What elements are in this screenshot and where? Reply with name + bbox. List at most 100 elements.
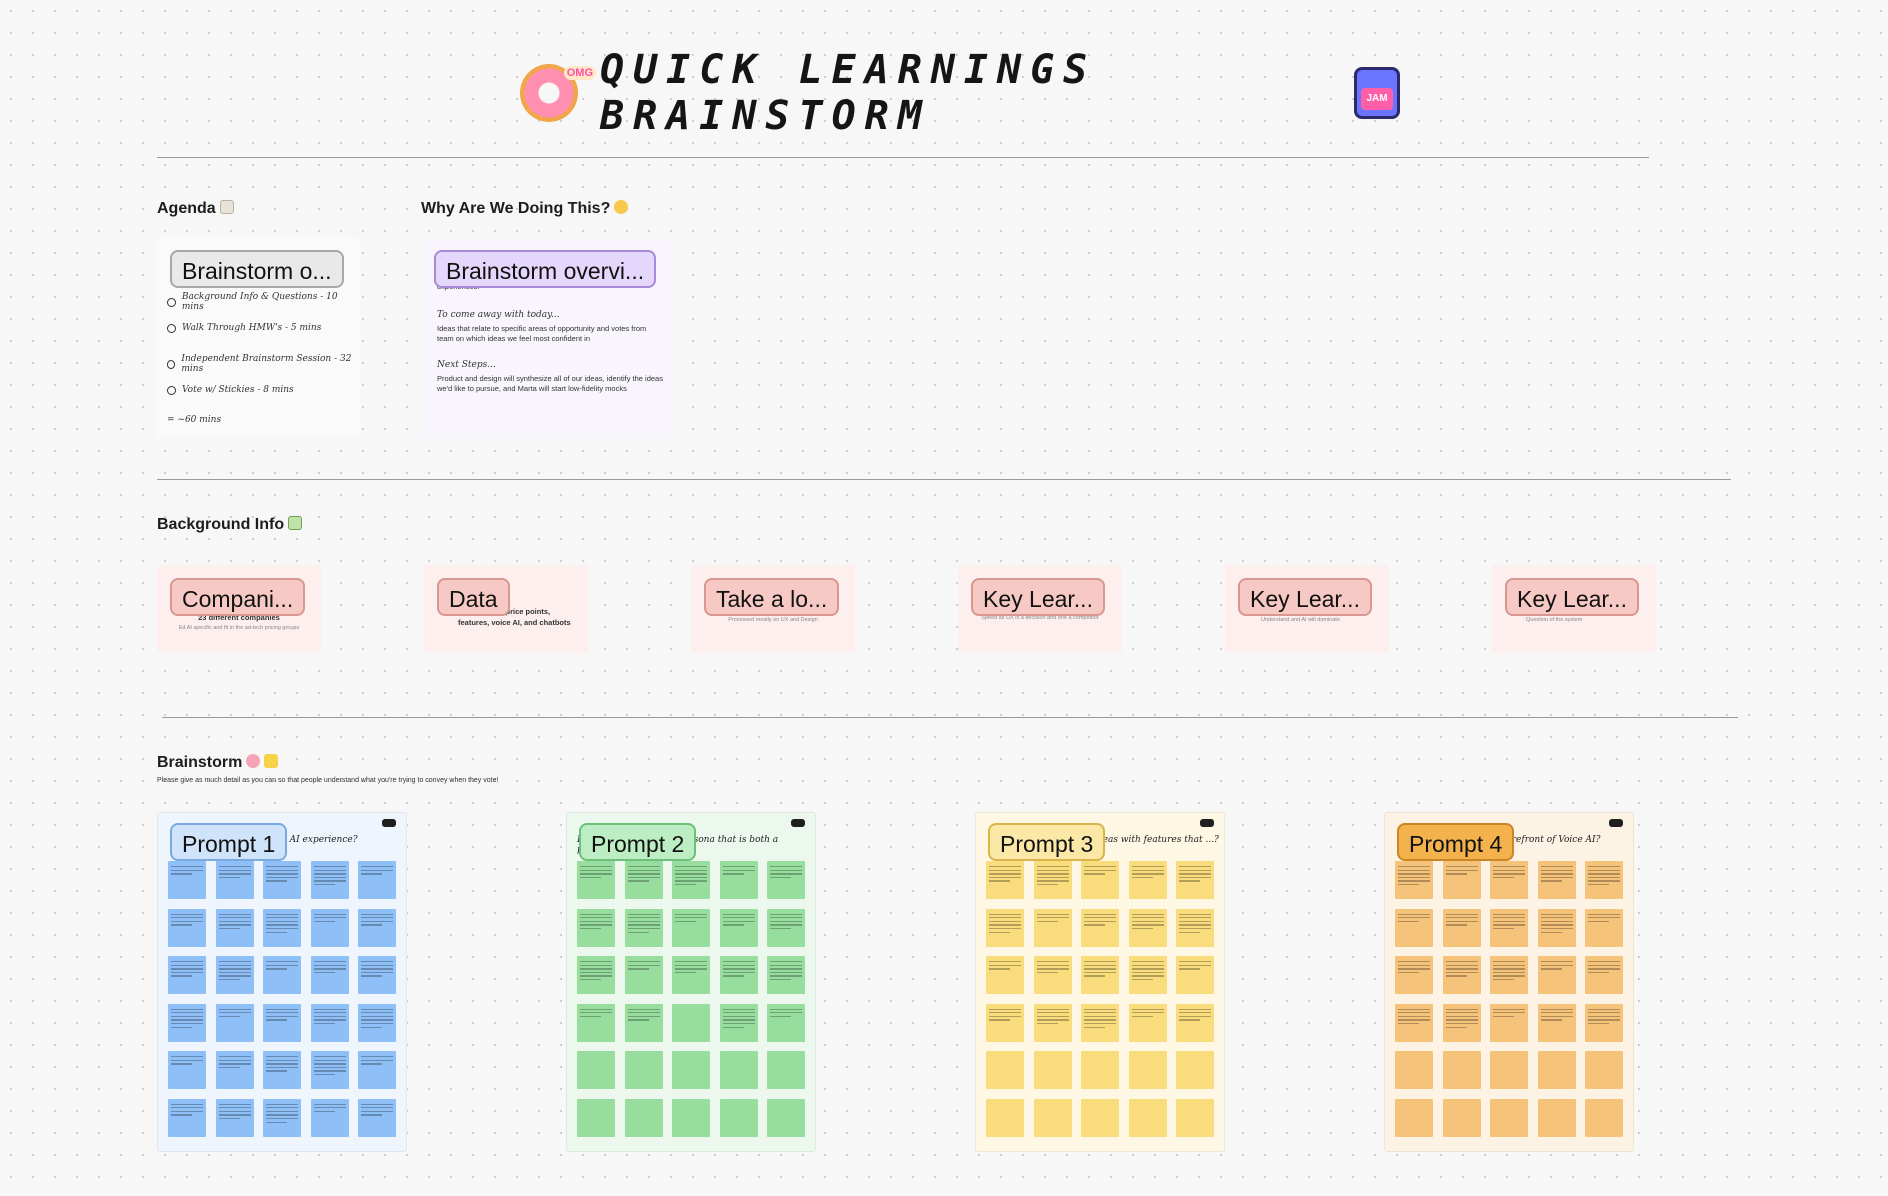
sticky-note[interactable]	[215, 956, 254, 994]
prompt-board[interactable]: ke AI experience?	[157, 812, 407, 1152]
sticky-note[interactable]	[1033, 1003, 1072, 1042]
sticky-note[interactable]	[215, 1003, 254, 1042]
sticky-note[interactable]	[1585, 1051, 1623, 1089]
sticky-note[interactable]	[358, 1098, 396, 1137]
sticky-note[interactable]	[624, 861, 663, 899]
sticky-note[interactable]	[1176, 908, 1214, 947]
sticky-note[interactable]	[1537, 1051, 1576, 1089]
sticky-note[interactable]	[672, 1051, 710, 1089]
sticky-note[interactable]	[986, 908, 1024, 947]
sticky-note[interactable]	[1033, 908, 1072, 947]
sticky-note[interactable]	[672, 956, 710, 994]
prompt-tag[interactable]: Prompt 1	[170, 823, 288, 861]
background-tag[interactable]: Data	[437, 578, 510, 616]
prompt-tag[interactable]: Prompt 2	[579, 823, 697, 861]
prompt-tag[interactable]: Prompt 3	[988, 823, 1106, 861]
sticky-note[interactable]	[672, 861, 710, 899]
sticky-note[interactable]	[672, 1098, 710, 1137]
sticky-note[interactable]	[310, 1003, 349, 1042]
sticky-note[interactable]	[719, 1098, 758, 1137]
sticky-note[interactable]	[1081, 861, 1119, 899]
sticky-note[interactable]	[310, 1051, 349, 1089]
sticky-note[interactable]	[215, 1098, 254, 1137]
sticky-note[interactable]	[1128, 956, 1167, 994]
sticky-note[interactable]	[624, 1051, 663, 1089]
sticky-note[interactable]	[1081, 908, 1119, 947]
sticky-note[interactable]	[1585, 956, 1623, 994]
done-toggle[interactable]	[1200, 819, 1214, 827]
sticky-note[interactable]	[310, 908, 349, 947]
sticky-note[interactable]	[1537, 908, 1576, 947]
sticky-note[interactable]	[1033, 956, 1072, 994]
background-tag[interactable]: Key Lear...	[1238, 578, 1372, 616]
sticky-note[interactable]	[215, 861, 254, 899]
sticky-note[interactable]	[1490, 861, 1528, 899]
sticky-note[interactable]	[1585, 908, 1623, 947]
sticky-note[interactable]	[719, 1003, 758, 1042]
sticky-note[interactable]	[168, 1051, 206, 1089]
sticky-note[interactable]	[263, 956, 301, 994]
sticky-note[interactable]	[1176, 956, 1214, 994]
sticky-note[interactable]	[1442, 861, 1481, 899]
sticky-note[interactable]	[358, 908, 396, 947]
sticky-note[interactable]	[358, 1051, 396, 1089]
sticky-note[interactable]	[1128, 1003, 1167, 1042]
background-tag[interactable]: Compani...	[170, 578, 306, 616]
sticky-note[interactable]	[577, 861, 615, 899]
sticky-note[interactable]	[168, 1003, 206, 1042]
sticky-note[interactable]	[263, 908, 301, 947]
done-toggle[interactable]	[791, 819, 805, 827]
sticky-note[interactable]	[1081, 1051, 1119, 1089]
sticky-note[interactable]	[1176, 861, 1214, 899]
sticky-note[interactable]	[767, 908, 805, 947]
sticky-note[interactable]	[1128, 1098, 1167, 1137]
sticky-note[interactable]	[1537, 1098, 1576, 1137]
sticky-note[interactable]	[1537, 861, 1576, 899]
sticky-note[interactable]	[310, 1098, 349, 1137]
prompt-board[interactable]: HMW create a digital persona that is bot…	[566, 812, 816, 1152]
sticky-note[interactable]	[1081, 1003, 1119, 1042]
sticky-note[interactable]	[624, 1098, 663, 1137]
sticky-note[interactable]	[624, 908, 663, 947]
sticky-note[interactable]	[986, 1051, 1024, 1089]
sticky-note[interactable]	[577, 1051, 615, 1089]
sticky-note[interactable]	[168, 1098, 206, 1137]
sticky-note[interactable]	[1128, 1051, 1167, 1089]
sticky-note[interactable]	[310, 956, 349, 994]
sticky-note[interactable]	[577, 1003, 615, 1042]
sticky-note[interactable]	[1537, 1003, 1576, 1042]
sticky-note[interactable]	[1395, 1051, 1433, 1089]
sticky-note[interactable]	[1081, 956, 1119, 994]
sticky-note[interactable]	[168, 908, 206, 947]
sticky-note[interactable]	[1395, 956, 1433, 994]
sticky-note[interactable]	[1442, 956, 1481, 994]
sticky-note[interactable]	[1442, 1098, 1481, 1137]
sticky-note[interactable]	[263, 861, 301, 899]
sticky-note[interactable]	[1395, 861, 1433, 899]
sticky-note[interactable]	[1537, 956, 1576, 994]
sticky-note[interactable]	[1395, 908, 1433, 947]
sticky-note[interactable]	[1490, 956, 1528, 994]
sticky-note[interactable]	[1585, 1003, 1623, 1042]
sticky-note[interactable]	[1442, 1003, 1481, 1042]
sticky-note[interactable]	[577, 956, 615, 994]
sticky-note[interactable]	[719, 908, 758, 947]
sticky-note[interactable]	[1081, 1098, 1119, 1137]
sticky-note[interactable]	[767, 1098, 805, 1137]
sticky-note[interactable]	[263, 1003, 301, 1042]
sticky-note[interactable]	[168, 861, 206, 899]
sticky-note[interactable]	[1442, 908, 1481, 947]
sticky-note[interactable]	[986, 956, 1024, 994]
sticky-note[interactable]	[1033, 861, 1072, 899]
background-tag[interactable]: Key Lear...	[1505, 578, 1639, 616]
background-tag[interactable]: Take a lo...	[704, 578, 840, 616]
sticky-note[interactable]	[577, 1098, 615, 1137]
done-toggle[interactable]	[1609, 819, 1623, 827]
sticky-note[interactable]	[1033, 1098, 1072, 1137]
sticky-note[interactable]	[215, 908, 254, 947]
sticky-note[interactable]	[1395, 1098, 1433, 1137]
sticky-note[interactable]	[624, 956, 663, 994]
sticky-note[interactable]	[767, 1003, 805, 1042]
sticky-note[interactable]	[1585, 861, 1623, 899]
sticky-note[interactable]	[986, 1098, 1024, 1137]
